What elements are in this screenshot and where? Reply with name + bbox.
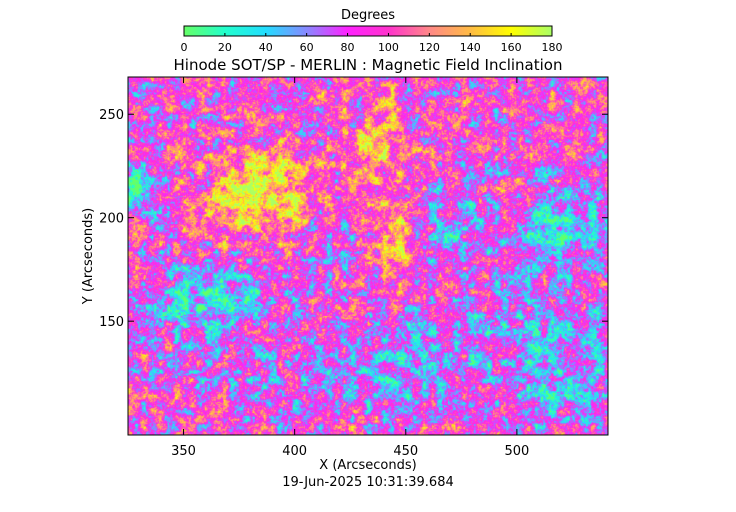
y-tick-label: 250 — [99, 108, 124, 123]
colorbar-tick-label: 60 — [300, 41, 314, 54]
inclination-map — [128, 77, 608, 435]
colorbar-tick-label: 40 — [259, 41, 273, 54]
x-axis: 350 400 450 500 — [171, 77, 529, 459]
colorbar-tick-label: 160 — [501, 41, 522, 54]
plot-area — [127, 76, 609, 436]
x-tick-label: 350 — [171, 444, 196, 459]
colorbar — [183, 25, 553, 37]
colorbar-tick-label: 180 — [542, 41, 563, 54]
y-tick-label: 150 — [99, 315, 124, 330]
x-tick-label: 500 — [504, 444, 529, 459]
colorbar-tick-label: 80 — [341, 41, 355, 54]
plot-frame — [127, 76, 609, 436]
timestamp: 19-Jun-2025 10:31:39.684 — [282, 475, 454, 490]
y-axis-label: Y (Arcseconds) — [81, 208, 96, 305]
x-tick-label: 400 — [282, 444, 307, 459]
colorbar-ticks: 0 20 40 60 80 100 120 140 160 180 — [181, 33, 563, 54]
y-tick-label: 200 — [99, 212, 124, 227]
colorbar-tick-label: 120 — [419, 41, 440, 54]
x-axis-label: X (Arcseconds) — [319, 458, 416, 473]
x-tick-label: 450 — [393, 444, 418, 459]
y-axis: 150 200 250 — [99, 108, 608, 330]
colorbar-label: Degrees — [341, 8, 395, 23]
colorbar-tick-label: 100 — [378, 41, 399, 54]
colorbar-tick-label: 0 — [181, 41, 188, 54]
chart-title: Hinode SOT/SP - MERLIN : Magnetic Field … — [174, 56, 563, 74]
colorbar-tick-label: 140 — [460, 41, 481, 54]
colorbar-tick-label: 20 — [218, 41, 232, 54]
